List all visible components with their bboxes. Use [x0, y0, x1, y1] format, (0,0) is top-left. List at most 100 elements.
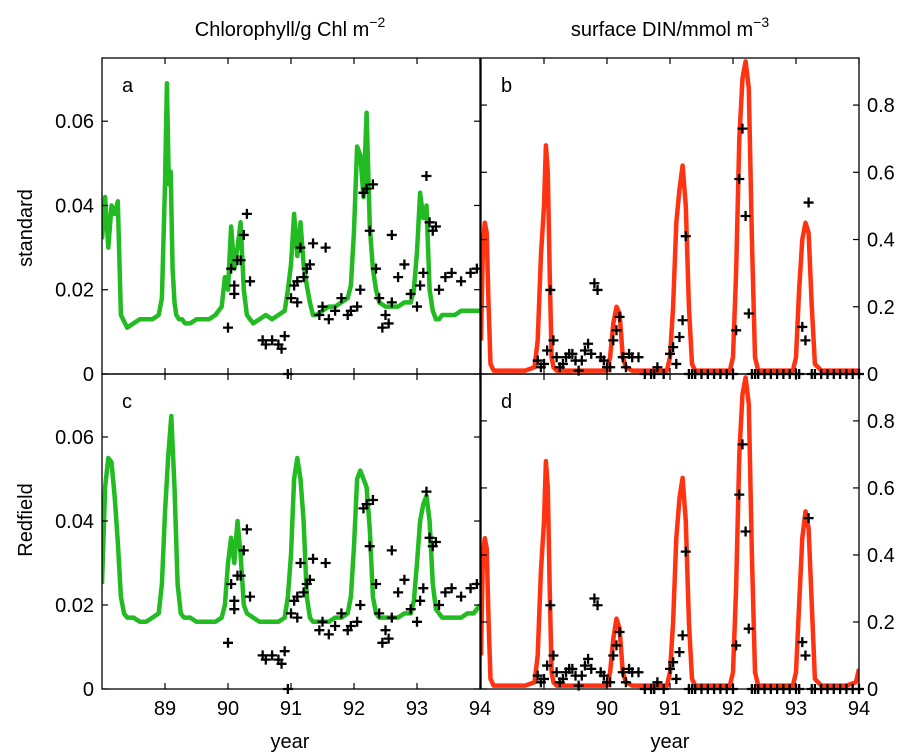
obs-point-a	[440, 272, 451, 283]
obs-point-b	[614, 311, 625, 322]
panel-letter-a: a	[122, 75, 134, 97]
obs-point-a	[355, 284, 366, 295]
col-title-chlorophyll: Chlorophyll/g Chl m−2	[195, 14, 386, 41]
obs-point-d	[668, 657, 679, 668]
obs-point-d	[608, 650, 619, 661]
obs-point-d	[557, 673, 568, 684]
obs-point-b	[674, 332, 685, 343]
obs-point-a	[367, 179, 378, 190]
obs-point-a	[238, 229, 249, 240]
obs-point-a	[308, 238, 319, 249]
xtick-label-d: 89	[533, 698, 555, 720]
panel-letter-d: d	[501, 391, 512, 413]
obs-point-c	[330, 621, 341, 631]
obs-point-c	[304, 574, 315, 585]
obs-point-a	[276, 343, 287, 354]
obs-point-b	[740, 211, 751, 221]
obs-point-b	[583, 338, 594, 349]
ytick-label-b: 0.6	[867, 162, 895, 184]
obs-point-d	[576, 670, 587, 681]
obs-point-d	[586, 663, 597, 674]
obs-point-c	[314, 625, 325, 636]
obs-point-c	[245, 591, 256, 602]
obs-point-c	[430, 537, 441, 547]
obs-point-a	[345, 305, 356, 316]
obs-point-a	[292, 297, 303, 308]
obs-point-b	[557, 358, 568, 369]
obs-point-a	[371, 263, 382, 274]
obs-point-a	[245, 276, 256, 287]
obs-point-d	[731, 640, 742, 651]
obs-point-b	[611, 325, 622, 336]
obs-point-a	[304, 259, 315, 270]
xtick-label-c: 91	[280, 698, 302, 720]
obs-point-c	[456, 591, 467, 602]
obs-point-a	[229, 288, 240, 299]
obs-point-a	[465, 267, 476, 278]
obs-point-d	[633, 667, 644, 678]
obs-point-b	[586, 348, 597, 359]
xtick-label-c: 94	[469, 698, 491, 720]
ytick-label-d: 0.4	[867, 545, 895, 567]
xtick-label-d: 93	[785, 698, 807, 720]
obs-point-c	[336, 608, 347, 619]
obs-point-b	[800, 335, 811, 346]
obs-point-d	[598, 670, 609, 681]
obs-point-c	[267, 650, 278, 661]
obs-point-b	[551, 352, 562, 363]
obs-point-a	[352, 301, 363, 312]
obs-point-c	[386, 545, 397, 556]
obs-point-b	[803, 197, 814, 208]
obs-point-a	[323, 314, 334, 325]
obs-point-d	[743, 623, 754, 634]
obs-point-c	[292, 612, 303, 623]
ytick-label-c: 0	[83, 679, 94, 701]
obs-point-b	[743, 308, 754, 319]
obs-point-c	[292, 591, 303, 602]
obs-point-a	[399, 259, 410, 270]
obs-point-c	[412, 616, 422, 627]
obs-point-a	[430, 221, 441, 232]
obs-point-d	[548, 650, 559, 661]
xtick-label-d: 91	[659, 698, 681, 720]
obs-point-c	[286, 608, 296, 619]
obs-point-a	[229, 280, 240, 291]
obs-point-d	[539, 673, 549, 684]
ytick-label-a: 0.04	[55, 195, 94, 217]
obs-point-c	[241, 524, 252, 535]
obs-point-a	[314, 310, 325, 321]
obs-point-a	[405, 288, 416, 299]
obs-point-c	[352, 616, 363, 627]
obs-point-b	[677, 315, 688, 326]
obs-point-a	[418, 267, 429, 278]
obs-point-a	[336, 293, 347, 304]
obs-point-d	[617, 667, 628, 678]
obs-point-c	[295, 558, 306, 568]
obs-point-d	[797, 637, 808, 648]
obs-point-c	[298, 587, 309, 598]
obs-point-c	[386, 612, 397, 623]
obs-point-a	[456, 276, 467, 287]
obs-point-c	[355, 600, 366, 610]
model-line-a	[102, 81, 480, 330]
ytick-label-c: 0.02	[55, 595, 94, 617]
ytick-label-b: 0	[867, 364, 878, 386]
obs-point-d	[800, 650, 811, 661]
ytick-label-a: 0.06	[55, 111, 94, 133]
obs-point-d	[680, 546, 691, 557]
model-line-b	[481, 59, 859, 373]
obs-point-c	[279, 646, 290, 657]
xtick-label-d: 92	[722, 698, 744, 720]
col-title-din: surface DIN/mmol m−3	[571, 14, 769, 41]
obs-point-d	[551, 667, 562, 678]
col-title-din-text: surface DIN/mmol m	[571, 19, 753, 41]
obs-point-a	[317, 301, 328, 312]
obs-point-d	[740, 526, 751, 537]
obs-point-b	[592, 284, 603, 295]
obs-point-c	[361, 499, 372, 510]
ytick-label-d: 0.6	[867, 478, 895, 500]
obs-point-a	[286, 293, 296, 304]
panel-c: 0 0.02 0.04 0.06 89 90 91 92 93 94 c	[55, 373, 491, 720]
obs-point-a	[298, 272, 309, 283]
ytick-label-d: 0	[867, 679, 878, 701]
